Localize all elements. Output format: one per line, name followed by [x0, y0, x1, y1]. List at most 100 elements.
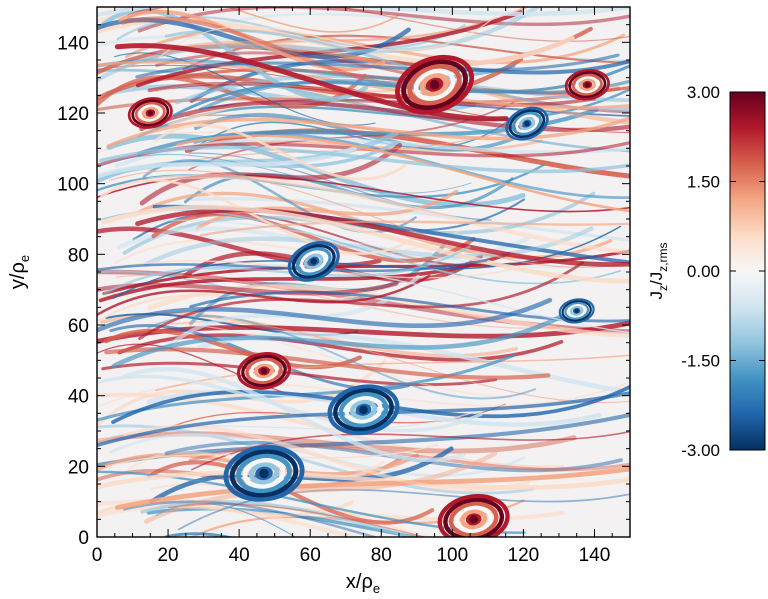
- field-streak: [100, 204, 630, 284]
- vortex-structure: [437, 494, 510, 537]
- vortex-ring: [236, 453, 292, 494]
- vortex-ring: [141, 106, 159, 120]
- field-streak: [120, 7, 630, 42]
- field-streak: [97, 7, 630, 18]
- vortex-core: [359, 405, 368, 415]
- x-axis-title: x/ρe: [346, 571, 380, 596]
- field-streak: [140, 500, 417, 537]
- field-streak: [191, 264, 630, 334]
- vortex-ring: [413, 68, 456, 101]
- vortex-ring: [571, 73, 603, 96]
- vortex-structure: [558, 298, 595, 324]
- vortex-ring: [518, 117, 536, 131]
- y-tick-label: 20: [68, 457, 89, 478]
- vortex-ring: [508, 109, 546, 138]
- y-tick-label: 40: [68, 387, 89, 408]
- field-streak: [170, 321, 630, 404]
- vortex-ring: [223, 445, 305, 502]
- field-streak: [139, 100, 630, 133]
- colorbar-tick-label: 3.00: [687, 83, 720, 102]
- field-streak: [155, 502, 297, 537]
- field-streak: [97, 274, 431, 316]
- vortex-ring: [242, 458, 286, 489]
- vortex-ring: [333, 388, 394, 432]
- field-streak: [100, 179, 414, 255]
- vortex-core: [584, 82, 591, 88]
- y-tick-label: 140: [57, 33, 89, 54]
- field-streak: [115, 274, 561, 329]
- vortex-ring: [395, 54, 475, 115]
- field-streak: [137, 7, 630, 33]
- y-tick-label: 60: [68, 316, 89, 337]
- vortex-ring: [327, 384, 400, 436]
- vortex-ring: [567, 304, 587, 318]
- vortex-structure: [287, 241, 340, 282]
- field-streak: [135, 53, 620, 79]
- vortex-ring: [575, 76, 600, 94]
- vortex-ring: [241, 354, 287, 387]
- colorbar-tick-label: -3.00: [681, 441, 720, 460]
- vortex-ring: [299, 250, 328, 273]
- field-streak: [142, 159, 417, 234]
- vortex-ring: [138, 104, 163, 122]
- field-streak: [143, 226, 594, 267]
- vortex-structure: [236, 352, 292, 390]
- field-streak: [150, 483, 432, 537]
- colorbar-ticks: 3.00 1.50 0.00 -1.50 -3.00: [681, 83, 765, 460]
- vortex-ring: [505, 106, 549, 141]
- vortex-ring: [344, 396, 383, 424]
- field-streak: [112, 225, 622, 300]
- field-streak: [146, 174, 630, 255]
- vortex-structure: [395, 54, 475, 115]
- vortex-ring: [291, 244, 336, 279]
- y-tick-label: 80: [68, 245, 89, 266]
- vortex-core: [574, 308, 579, 313]
- vortex-core: [147, 110, 153, 116]
- y-tick-label: 100: [57, 175, 89, 196]
- vortex-ring: [338, 392, 389, 428]
- vortex-ring: [564, 69, 610, 101]
- field-streak: [154, 123, 407, 181]
- vortex-ring: [512, 111, 542, 136]
- y-axis-ticks: 0 20 40 60 80 100 120 140: [57, 6, 630, 549]
- field-streak: [123, 500, 379, 537]
- vortex-ring: [515, 114, 539, 133]
- field-streak: [97, 226, 382, 268]
- vortex-ring: [127, 97, 173, 129]
- vortex-ring: [454, 505, 493, 534]
- field-streak: [97, 391, 630, 448]
- vortex-ring: [558, 298, 595, 324]
- vortex-ring: [448, 501, 499, 537]
- vortex-core: [260, 367, 268, 375]
- field-streak: [114, 43, 509, 122]
- field-streak: [191, 430, 630, 471]
- field-streak: [122, 367, 466, 463]
- x-tick-label: 60: [300, 545, 321, 566]
- x-tick-label: 100: [436, 545, 468, 566]
- colorbar-title: Jz/Jz,rms: [647, 242, 670, 299]
- vortex-structure: [223, 445, 305, 502]
- vortex-ring: [236, 352, 292, 390]
- field-streak: [101, 153, 472, 194]
- vortex-core: [469, 515, 478, 524]
- colorbar-tick-label: 1.50: [687, 173, 720, 192]
- vortex-ring: [253, 363, 275, 379]
- field-streak: [163, 403, 506, 431]
- field-streak: [135, 207, 630, 267]
- field-streak: [199, 220, 630, 237]
- x-tick-label: 80: [371, 545, 392, 566]
- field-streak: [97, 470, 630, 490]
- vortex-ring: [564, 302, 590, 320]
- x-tick-label: 140: [579, 545, 611, 566]
- vortex-structure: [564, 69, 610, 101]
- vortex-ring: [437, 494, 510, 537]
- vortex-ring: [248, 462, 280, 485]
- vortex-structure: [505, 106, 549, 141]
- vortex-ring: [401, 59, 468, 110]
- vortex-ring: [134, 101, 166, 125]
- field-streak: [103, 245, 471, 296]
- vortex-core: [259, 468, 269, 479]
- field-streak: [197, 332, 630, 395]
- y-axis-title: y/ρe: [7, 255, 32, 289]
